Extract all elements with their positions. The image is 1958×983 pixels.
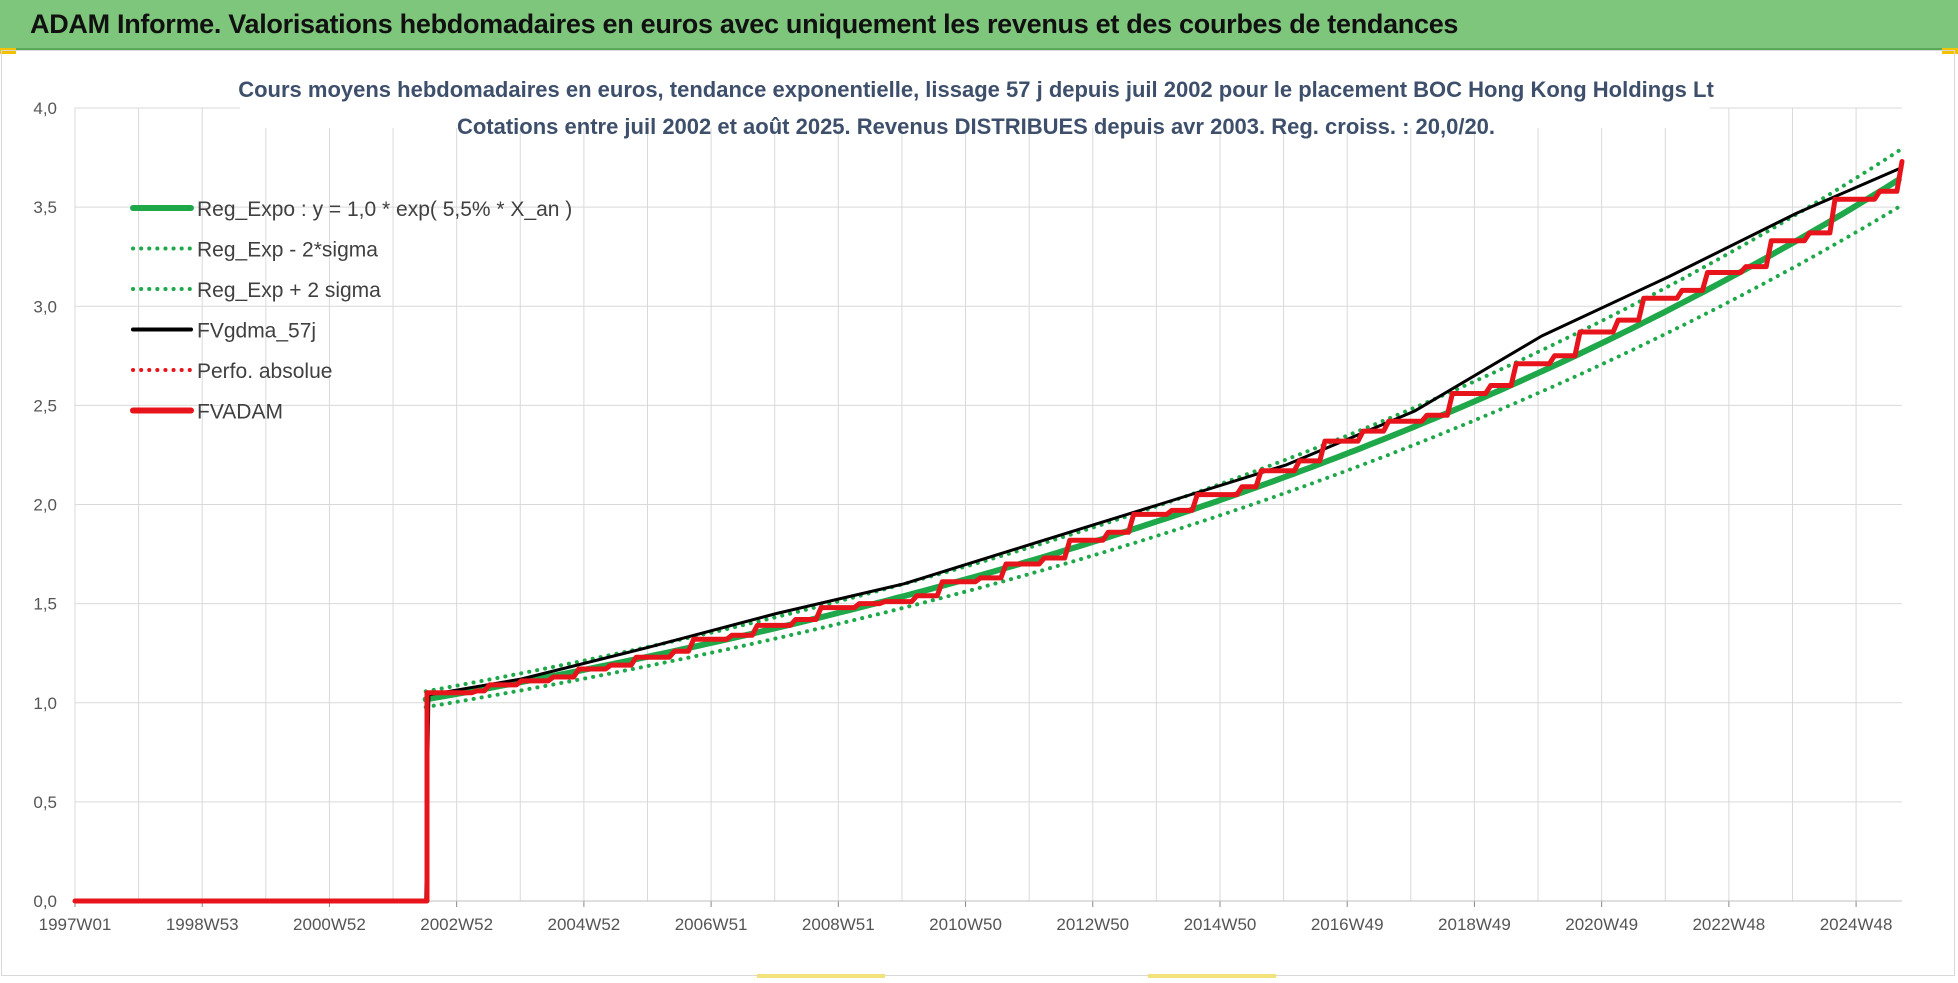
- corner-accent-left: [0, 48, 16, 54]
- x-tick-label: 1997W01: [39, 915, 112, 934]
- y-tick-label: 1,5: [33, 595, 57, 614]
- y-tick-label: 1,0: [33, 694, 57, 713]
- chart-border: [1, 50, 1955, 976]
- x-tick-label: 2002W52: [420, 915, 493, 934]
- x-tick-label: 2006W51: [675, 915, 748, 934]
- series-line-5-fvadam: [72, 159, 1905, 904]
- bottom-accent-2: [1148, 974, 1276, 978]
- x-tick-label: 2016W49: [1311, 915, 1384, 934]
- axis-layer: 0,0 0,5 1,0 1,5 2,0 2,5 3,0 3,5 4,0 1997W01 1998W5…: [33, 99, 1902, 934]
- legend-label: Reg_Exp - 2*sigma: [197, 239, 378, 262]
- y-tick-label: 0,0: [33, 892, 57, 911]
- x-tick-label: 2000W52: [293, 915, 366, 934]
- legend-label: FVADAM: [197, 401, 283, 424]
- x-tick-label: 2008W51: [802, 915, 875, 934]
- y-tick-label: 2,5: [33, 396, 57, 415]
- corner-accent-right: [1942, 48, 1958, 54]
- x-tick-label: 2014W50: [1184, 915, 1257, 934]
- x-tick-label: 2010W50: [929, 915, 1002, 934]
- x-tick-label: 2024W48: [1820, 915, 1893, 934]
- report-banner: ADAM Informe. Valorisations hebdomadaire…: [0, 0, 1958, 50]
- series-line-1-reg-exp-2-sigma: [423, 205, 1901, 710]
- chart-subtitle: Cotations entre juil 2002 et août 2025. …: [457, 114, 1495, 139]
- x-tick-label: 1998W53: [166, 915, 239, 934]
- y-tick-label: 2,0: [33, 496, 57, 515]
- report-title: ADAM Informe. Valorisations hebdomadaire…: [30, 9, 1459, 39]
- y-tick-label: 3,5: [33, 198, 57, 217]
- y-tick-label: 0,5: [33, 793, 57, 812]
- legend-label: Reg_Expo : y = 1,0 * exp( 5,5% * X_an ): [197, 198, 572, 221]
- chart-legend: Reg_Expo : y = 1,0 * exp( 5,5% * X_an ) R…: [130, 198, 572, 424]
- x-tick-label: 2004W52: [547, 915, 620, 934]
- legend-label: Reg_Exp + 2 sigma: [197, 279, 381, 302]
- series-layer: [72, 148, 1905, 904]
- bottom-accent-1: [757, 974, 885, 978]
- chart-title-background: [240, 62, 1710, 128]
- legend-label: FVgdma_57j: [197, 320, 316, 343]
- x-tick-label: 2012W50: [1056, 915, 1129, 934]
- y-tick-label: 4,0: [33, 99, 57, 118]
- chart-area: 0,0 0,5 1,0 1,5 2,0 2,5 3,0 3,5 4,0 1997W01 1998W5…: [0, 50, 1958, 978]
- grid-layer: [74, 107, 1902, 902]
- chart-title: Cours moyens hebdomadaires en euros, ten…: [238, 77, 1714, 102]
- y-tick-label: 3,0: [33, 297, 57, 316]
- x-tick-label: 2018W49: [1438, 915, 1511, 934]
- x-tick-label: 2020W49: [1565, 915, 1638, 934]
- series-line-3-fvgdma-57j: [424, 166, 1904, 903]
- legend-label: Perfo. absolue: [197, 360, 332, 383]
- line-chart: 0,0 0,5 1,0 1,5 2,0 2,5 3,0 3,5 4,0 1997W01 1998W5…: [33, 62, 1905, 934]
- x-tick-label: 2022W48: [1692, 915, 1765, 934]
